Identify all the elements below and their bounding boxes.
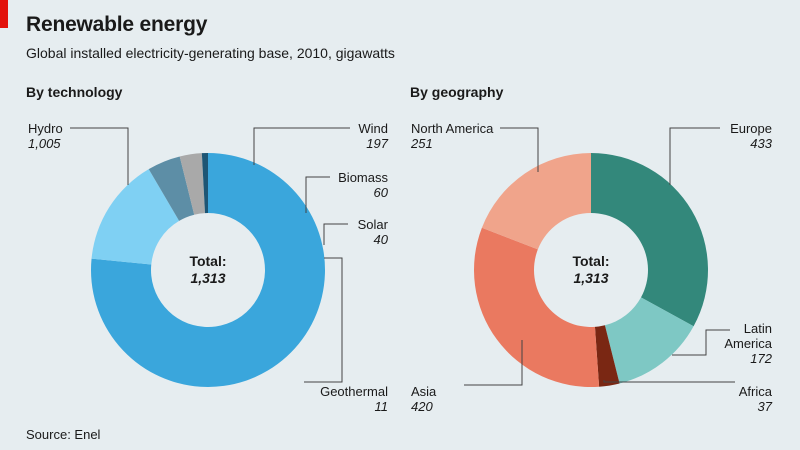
source-note: Source: Enel: [26, 427, 101, 442]
total-label: Total:: [572, 253, 609, 269]
brand-tag: [0, 0, 8, 28]
total-value: 1,313: [190, 270, 225, 286]
panel-title-technology: By technology: [26, 84, 123, 100]
value-latin-america: 172: [750, 351, 772, 366]
label-asia: Asia: [411, 384, 437, 399]
chart-subtitle: Global installed electricity-generating …: [26, 45, 395, 61]
slice-latin-america: [604, 297, 694, 384]
label-latin-america: Latin: [744, 321, 772, 336]
value-hydro: 1,005: [28, 136, 61, 151]
chart-title: Renewable energy: [26, 13, 208, 36]
leader-line-wind: [253, 127, 350, 165]
leader-line-hydro: [70, 127, 129, 185]
panel-title-geography: By geography: [410, 84, 504, 100]
label-solar: Solar: [358, 217, 389, 232]
slice-africa: [594, 325, 620, 387]
value-north-america: 251: [410, 136, 433, 151]
slice-europe: [591, 153, 709, 327]
label-europe: Europe: [730, 121, 772, 136]
leader-line-europe: [669, 127, 720, 185]
slice-north-america: [481, 153, 591, 250]
label-hydro: Hydro: [28, 121, 63, 136]
label-africa: Africa: [739, 384, 773, 399]
leader-line-solar: [323, 223, 348, 245]
label-biomass: Biomass: [338, 170, 388, 185]
leader-line-latin-america: [672, 329, 730, 356]
label-north-america: North America: [411, 121, 494, 136]
slice-solar: [179, 153, 206, 215]
value-geothermal: 11: [375, 399, 389, 414]
label-latin-america: America: [724, 336, 772, 351]
label-geothermal: Geothermal: [320, 384, 388, 399]
leader-line-africa: [603, 380, 735, 383]
label-wind: Wind: [358, 121, 388, 136]
leader-line-asia: [464, 340, 523, 386]
slice-asia: [474, 227, 600, 387]
value-asia: 420: [411, 399, 433, 414]
total-label: Total:: [189, 253, 226, 269]
value-wind: 197: [366, 136, 388, 151]
slice-biomass: [148, 156, 195, 221]
leader-line-geothermal: [304, 257, 343, 383]
leader-line-north-america: [500, 127, 539, 172]
value-africa: 37: [758, 399, 773, 414]
leader-line-biomass: [305, 176, 330, 213]
total-value: 1,313: [573, 270, 608, 286]
slice-geothermal: [201, 153, 208, 214]
value-solar: 40: [374, 232, 389, 247]
value-biomass: 60: [374, 185, 389, 200]
slice-wind: [91, 169, 180, 265]
slice-hydro: [91, 153, 326, 388]
value-europe: 433: [750, 136, 772, 151]
